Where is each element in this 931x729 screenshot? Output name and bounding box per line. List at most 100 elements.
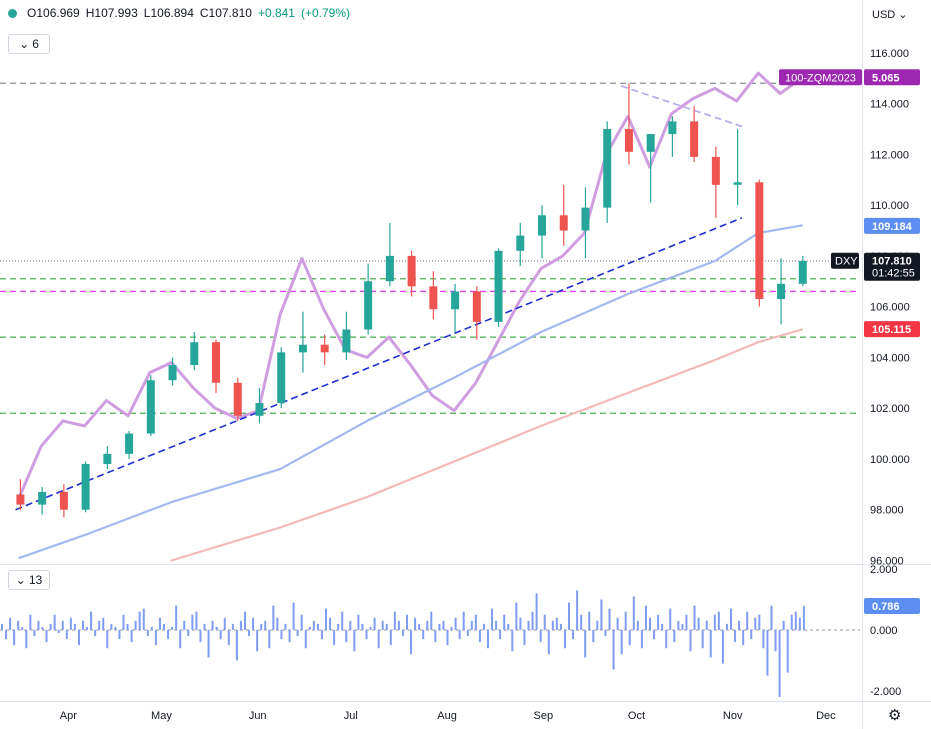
osc-bar: [786, 629, 789, 673]
candle-body: [212, 342, 221, 383]
osc-bar: [612, 629, 615, 670]
dxy-price-text: 107.810: [872, 256, 912, 268]
osc-bar: [264, 620, 267, 630]
chevron-down-icon: ⌄: [898, 9, 908, 21]
price-pane-collapse-button[interactable]: ⌄ 6: [8, 34, 50, 54]
osc-bar: [175, 605, 178, 630]
osc-bar: [430, 611, 433, 630]
candle-body: [407, 255, 416, 287]
osc-bar: [725, 623, 728, 630]
osc-bar: [357, 614, 360, 630]
osc-bar: [130, 629, 133, 643]
osc-bar: [296, 629, 299, 637]
osc-bar: [248, 629, 251, 637]
high-value: H107.993: [85, 6, 138, 20]
osc-bar: [511, 629, 514, 652]
currency-selector[interactable]: USD ⌄: [872, 8, 908, 21]
osc-bar: [389, 629, 392, 646]
osc-bar: [713, 614, 716, 630]
candle-body: [81, 464, 90, 510]
osc-bar: [227, 629, 230, 646]
chevron-down-icon: ⌄: [19, 37, 30, 51]
osc-bar: [632, 596, 635, 630]
low-value: L106.894: [143, 6, 194, 20]
candle-body: [538, 215, 547, 236]
osc-bar: [450, 626, 453, 630]
candle-body: [233, 382, 242, 416]
overlay-line-ma-100: [18, 224, 803, 559]
gear-icon[interactable]: ⚙: [888, 707, 902, 724]
osc-bar: [118, 629, 121, 640]
osc-bar: [539, 629, 542, 643]
osc-bar: [365, 629, 368, 640]
osc-bar: [418, 623, 421, 630]
osc-bar: [300, 614, 303, 630]
osc-bar: [588, 611, 591, 630]
osc-bar: [377, 629, 380, 649]
osc-bar: [41, 626, 44, 630]
osc-bar: [219, 629, 222, 640]
osc-bar: [373, 617, 376, 630]
osc-bar: [677, 620, 680, 630]
candle-body: [755, 182, 764, 300]
change-percent: (+0.79%): [300, 6, 351, 20]
ma200-value-text: 105.115: [872, 324, 911, 336]
osc-bar: [600, 599, 603, 630]
osc-bar: [203, 623, 206, 630]
osc-pane-collapse-button[interactable]: ⌄ 13: [8, 570, 50, 590]
osc-bar: [333, 629, 336, 646]
osc-bar: [231, 623, 234, 630]
osc-bar: [693, 605, 696, 630]
candle-body: [777, 283, 786, 300]
osc-bar: [576, 590, 579, 630]
x-tick-label: Apr: [60, 710, 77, 722]
candle-body: [711, 156, 720, 185]
osc-bar: [268, 629, 271, 649]
osc-bar: [620, 629, 623, 655]
osc-bar: [547, 629, 550, 655]
osc-bar: [94, 629, 97, 637]
osc-bar: [730, 608, 733, 630]
zqm-value-text: 5.065: [872, 72, 900, 84]
y-tick-label: 110.000: [870, 200, 909, 212]
osc-bar: [568, 602, 571, 630]
candle-body: [255, 403, 264, 416]
osc-bar: [531, 611, 534, 630]
osc-bar: [454, 617, 457, 630]
osc-bar: [515, 602, 518, 630]
x-tick-label: Oct: [628, 710, 645, 722]
osc-bar: [426, 620, 429, 630]
osc-tick-label: -2.000: [870, 686, 901, 698]
osc-bar: [580, 614, 583, 630]
osc-bar: [393, 611, 396, 630]
osc-bar: [406, 614, 409, 630]
osc-bar: [608, 608, 611, 630]
osc-pane-indicator-count: 13: [28, 573, 43, 587]
y-tick-label: 100.000: [870, 454, 910, 466]
candle-body: [646, 134, 655, 152]
osc-bar: [604, 629, 607, 637]
candle-body: [581, 207, 590, 231]
osc-bar: [487, 629, 490, 649]
osc-bar: [150, 626, 153, 630]
osc-bar: [778, 629, 781, 697]
osc-bar: [734, 629, 737, 643]
osc-bar: [187, 629, 190, 637]
osc-bar: [69, 617, 72, 630]
osc-bar: [316, 623, 319, 630]
osc-bar: [215, 626, 218, 630]
osc-bar: [98, 620, 101, 630]
osc-bar: [790, 614, 793, 630]
osc-bar: [495, 620, 498, 630]
osc-bar: [163, 623, 166, 630]
candle-body: [798, 260, 807, 284]
osc-bar: [551, 620, 554, 630]
osc-bar: [681, 623, 684, 630]
y-tick-label: 104.000: [870, 352, 910, 364]
osc-bar: [527, 620, 530, 630]
candle-body: [298, 344, 307, 353]
osc-value-tag: [864, 598, 920, 615]
osc-bar: [134, 620, 137, 630]
osc-bar: [709, 629, 712, 658]
